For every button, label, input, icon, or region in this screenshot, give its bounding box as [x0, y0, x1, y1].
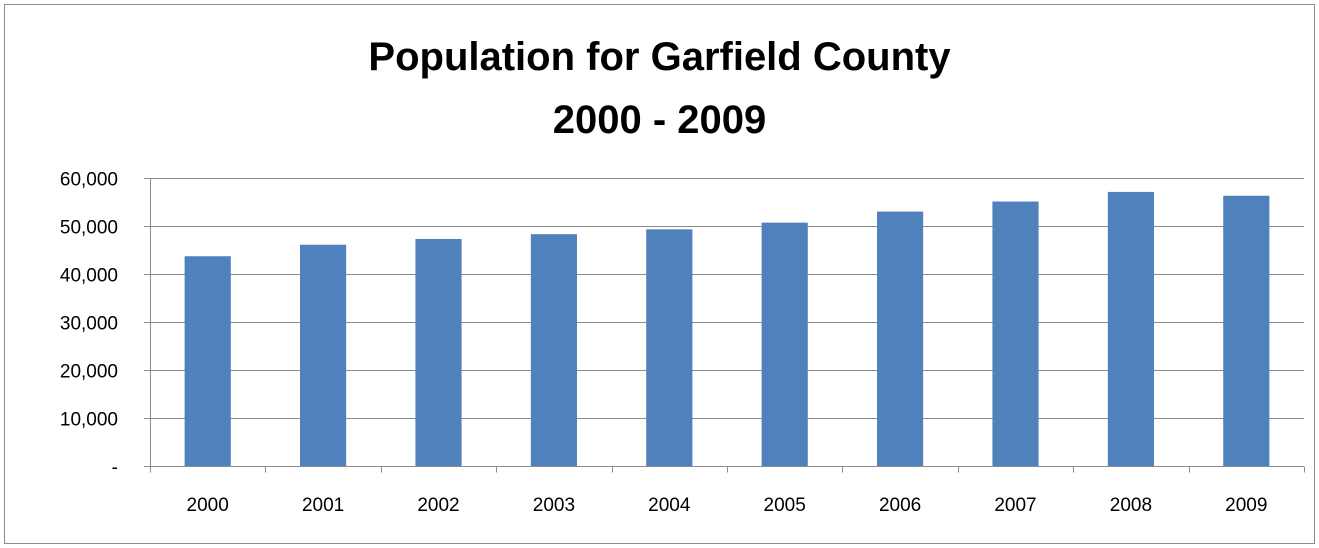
x-tick-label: 2008: [1110, 495, 1152, 516]
bar-2005: [761, 222, 808, 466]
x-tick-label: 2006: [879, 495, 921, 516]
bar-2009: [1223, 195, 1270, 466]
chart-title-line-1: Population for Garfield County: [368, 35, 951, 79]
x-tick-label: 2007: [994, 495, 1036, 516]
bar-2006: [877, 211, 924, 466]
bar-2008: [1107, 191, 1154, 467]
x-tick-label: 2004: [648, 495, 691, 516]
x-tick-label: 2005: [764, 495, 806, 516]
bar-2003: [530, 234, 577, 466]
x-tick-label: 2001: [302, 495, 344, 516]
y-tick-label: -: [112, 458, 118, 479]
y-tick-label: 10,000: [60, 410, 118, 431]
bar-2004: [646, 229, 693, 466]
y-tick-label: 30,000: [60, 314, 118, 335]
x-axis-tick-labels: 2000 2001 2002 2003 2004 2005 2006 2007 2008 2009: [187, 495, 1268, 516]
bar-2000: [184, 256, 231, 466]
y-tick-label: 20,000: [60, 362, 118, 383]
x-tick-label: 2000: [187, 495, 229, 516]
x-tick-label: 2009: [1225, 495, 1267, 516]
bar-2001: [300, 244, 347, 466]
chart-title-line-2: 2000 - 2009: [552, 98, 767, 142]
y-tick-label: 40,000: [60, 266, 118, 287]
bar-2007: [992, 201, 1039, 466]
x-tick-label: 2003: [533, 495, 575, 516]
y-axis-tick-labels: - 10,000 20,000 30,000 40,000 50,000 60,000: [60, 170, 118, 479]
bars: [184, 191, 1270, 467]
x-tick-label: 2002: [417, 495, 459, 516]
bar-2002: [415, 238, 462, 466]
y-tick-label: 60,000: [60, 170, 118, 191]
axes: [144, 178, 1305, 473]
y-tick-label: 50,000: [60, 218, 118, 239]
